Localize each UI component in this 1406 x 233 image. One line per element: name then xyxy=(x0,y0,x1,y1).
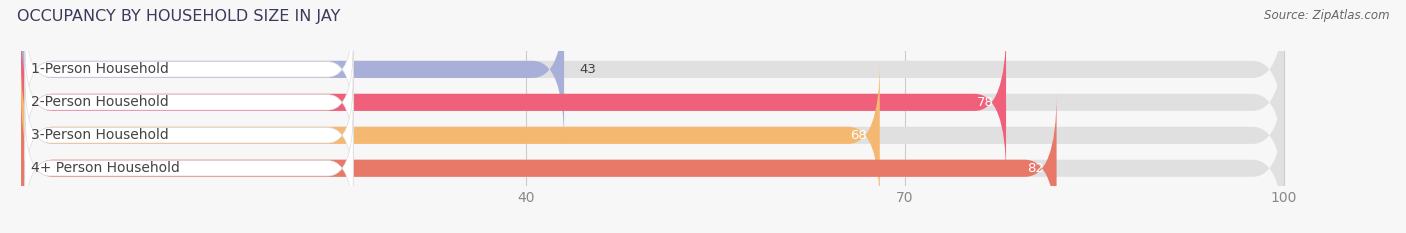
Text: 43: 43 xyxy=(579,63,596,76)
Text: 82: 82 xyxy=(1026,162,1045,175)
FancyBboxPatch shape xyxy=(21,0,1284,143)
FancyBboxPatch shape xyxy=(25,11,353,128)
FancyBboxPatch shape xyxy=(25,77,353,194)
FancyBboxPatch shape xyxy=(25,110,353,226)
Text: 2-Person Household: 2-Person Household xyxy=(31,95,169,109)
Text: 78: 78 xyxy=(977,96,994,109)
Text: 68: 68 xyxy=(851,129,868,142)
Text: 3-Person Household: 3-Person Household xyxy=(31,128,169,142)
FancyBboxPatch shape xyxy=(21,28,1284,176)
FancyBboxPatch shape xyxy=(21,62,880,209)
Text: 1-Person Household: 1-Person Household xyxy=(31,62,169,76)
Text: OCCUPANCY BY HOUSEHOLD SIZE IN JAY: OCCUPANCY BY HOUSEHOLD SIZE IN JAY xyxy=(17,9,340,24)
FancyBboxPatch shape xyxy=(21,0,564,143)
Text: 4+ Person Household: 4+ Person Household xyxy=(31,161,180,175)
FancyBboxPatch shape xyxy=(21,94,1056,233)
FancyBboxPatch shape xyxy=(21,62,1284,209)
FancyBboxPatch shape xyxy=(21,28,1007,176)
FancyBboxPatch shape xyxy=(21,94,1284,233)
FancyBboxPatch shape xyxy=(25,44,353,161)
Text: Source: ZipAtlas.com: Source: ZipAtlas.com xyxy=(1264,9,1389,22)
